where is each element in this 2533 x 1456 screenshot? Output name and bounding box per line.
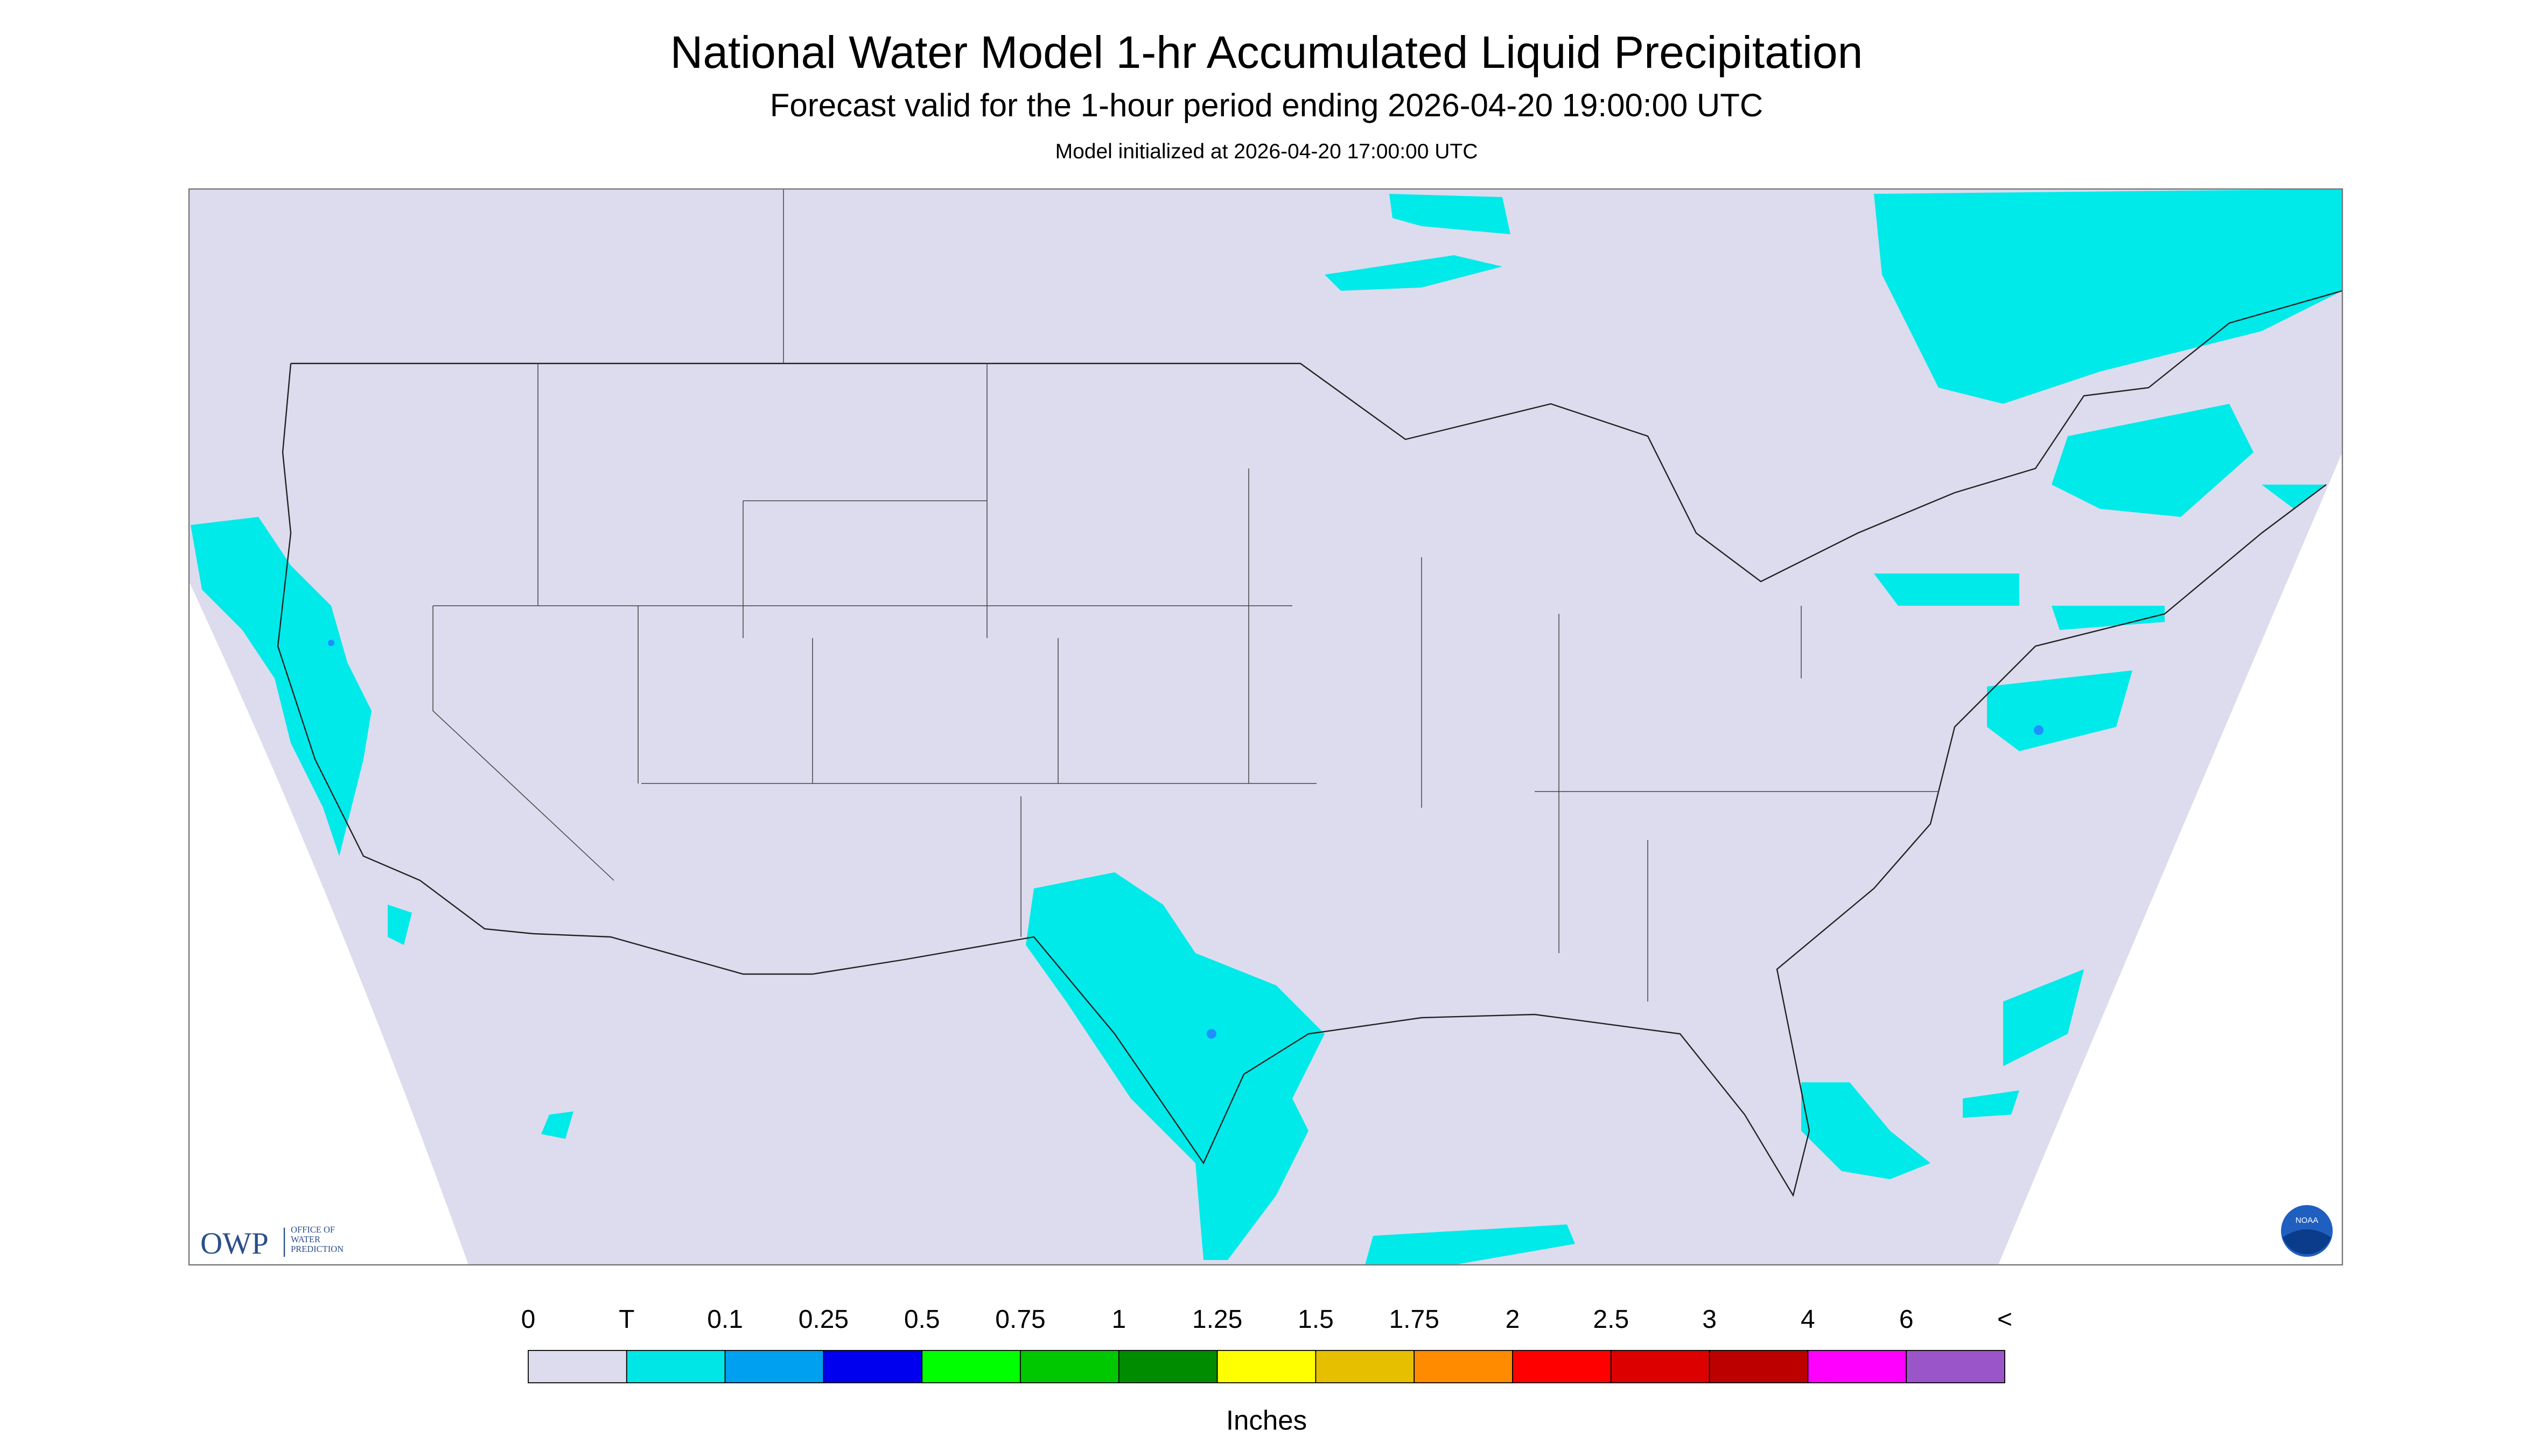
legend-label: 0.5: [904, 1305, 940, 1334]
owp-line: OFFICE OF: [291, 1224, 335, 1235]
legend-label: 0.1: [707, 1305, 743, 1334]
legend-swatch: [1512, 1350, 1612, 1383]
legend-swatch: [823, 1350, 923, 1383]
state-lines: [432, 189, 1939, 1002]
legend-label: 0: [521, 1305, 536, 1334]
legend-label: 1.75: [1389, 1305, 1439, 1334]
legend-label: 2: [1506, 1305, 1520, 1334]
legend: 0 T 0.1 0.25 0.5 0.75 1 1.25 1.5 1.75 2 2.5 3 4 6 <: [521, 1305, 2012, 1383]
owp-line: WATER: [291, 1234, 320, 1244]
legend-label: 1.25: [1192, 1305, 1242, 1334]
legend-label: 6: [1899, 1305, 1914, 1334]
legend-swatch: [724, 1350, 824, 1383]
subtitle: Forecast valid for the 1-hour period end…: [770, 87, 1763, 123]
noaa-logo: NOAA: [2281, 1205, 2333, 1257]
legend-label: 3: [1702, 1305, 1717, 1334]
legend-swatch: [1807, 1350, 1907, 1383]
legend-swatch: [1315, 1350, 1415, 1383]
map-frame: [188, 188, 2343, 1266]
legend-label: 0.25: [799, 1305, 849, 1334]
precip-heavy: [328, 640, 2044, 1039]
country-outline: [277, 290, 2343, 1198]
precip-areas: [191, 189, 2342, 1265]
legend-label: 4: [1801, 1305, 1815, 1334]
projection-mask-right: [1998, 452, 2342, 1265]
title: National Water Model 1-hr Accumulated Li…: [670, 27, 1863, 78]
legend-label: <: [1997, 1305, 2012, 1334]
projection-mask-left: [189, 582, 468, 1265]
legend-swatch: [1118, 1350, 1218, 1383]
owp-line: PREDICTION: [291, 1244, 344, 1254]
legend-swatch: [1709, 1350, 1809, 1383]
legend-swatch: [921, 1350, 1021, 1383]
legend-swatch: [626, 1350, 726, 1383]
legend-swatch: [1610, 1350, 1710, 1383]
noaa-wave: [2283, 1229, 2331, 1255]
owp-logo-text: OWP: [200, 1227, 269, 1261]
map: OWP OFFICE OF WATER PREDICTION NOAA: [188, 188, 2343, 1266]
legend-label: 2.5: [1593, 1305, 1629, 1334]
legend-swatch: [1906, 1350, 2005, 1383]
legend-label: 1.5: [1298, 1305, 1334, 1334]
note: Model initialized at 2026-04-20 17:00:00…: [1055, 140, 1478, 163]
legend-swatch: [1020, 1350, 1119, 1383]
legend-swatch: [1414, 1350, 1513, 1383]
legend-label: 1: [1111, 1305, 1126, 1334]
legend-unit: Inches: [1226, 1405, 1307, 1436]
noaa-text: NOAA: [2296, 1216, 2319, 1225]
legend-label: 0.75: [995, 1305, 1045, 1334]
legend-label: T: [619, 1305, 634, 1334]
canvas: National Water Model 1-hr Accumulated Li…: [188, 27, 2343, 1436]
legend-swatch: [1216, 1350, 1317, 1383]
owp-logo: OWP OFFICE OF WATER PREDICTION: [200, 1224, 344, 1261]
legend-swatch: [528, 1350, 627, 1383]
